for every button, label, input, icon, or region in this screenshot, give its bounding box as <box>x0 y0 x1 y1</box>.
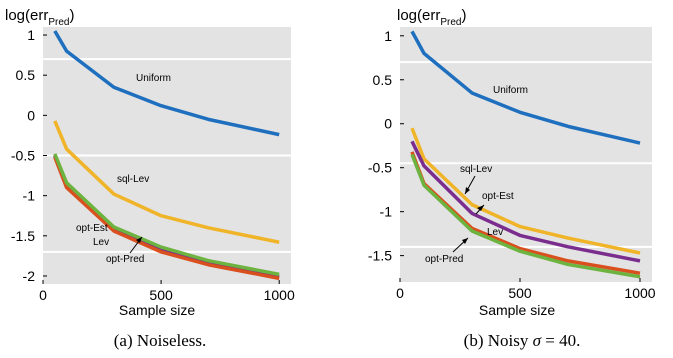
y-tick-label: -1 <box>23 188 36 204</box>
x-axis-label: Sample size <box>479 302 555 318</box>
x-ticks: 0 500 1000 <box>39 280 295 303</box>
y-tick-label: 0 <box>384 116 392 132</box>
x-axis-label: Sample size <box>119 302 195 318</box>
label-opt-est: opt-Est <box>76 223 108 234</box>
series-group <box>410 30 641 279</box>
panel-noiseless: 10.50-0.5-1-1.5-2 0 500 1000 log(errPred) … <box>5 7 295 350</box>
panel-noisy: 1 0.5 0 -0.5 -1 -1.5 0 500 1000 log(errPred) Sa… <box>368 7 656 350</box>
y-tick-label: 1 <box>27 27 35 43</box>
y-tick-label: -1.5 <box>368 248 392 264</box>
arrow-opt-pred <box>129 236 143 254</box>
series-line-sql-lev <box>53 120 280 244</box>
series-line-uniform <box>410 30 641 145</box>
y-ticks: 1 0.5 0 -0.5 -1 -1.5 <box>368 28 404 264</box>
caption-a: (a) Noiseless. <box>114 331 207 350</box>
series-line-lev <box>410 153 641 279</box>
y-tick-label: -2 <box>23 268 36 284</box>
x-ticks: 0 500 1000 <box>396 278 656 301</box>
x-tick-label: 500 <box>149 287 173 303</box>
arrow-sql-lev <box>464 175 476 195</box>
y-tick-label: 1 <box>384 28 392 44</box>
x-tick-label: 0 <box>396 285 404 301</box>
y-tick-label: -0.5 <box>11 148 35 164</box>
x-tick-label: 500 <box>508 285 532 301</box>
y-tick-label: 0.5 <box>16 67 36 83</box>
y-tick-label: 0.5 <box>373 72 393 88</box>
y-tick-label: 0 <box>27 107 35 123</box>
y-tick-label: -0.5 <box>368 160 392 176</box>
series-line-opt-est <box>410 140 641 263</box>
series-line-uniform <box>53 30 280 137</box>
label-lev: Lev <box>93 237 109 248</box>
label-sql-lev: sql-Lev <box>460 164 492 175</box>
x-tick-label: 1000 <box>624 285 655 301</box>
label-opt-est: opt-Est <box>482 191 514 202</box>
series-line-sql-lev <box>410 127 641 255</box>
y-axis-label: log(errPred) <box>5 7 74 28</box>
label-uniform: Uniform <box>493 85 528 96</box>
x-tick-label: 1000 <box>264 287 295 303</box>
y-axis-label: log(errPred) <box>397 7 466 28</box>
x-tick-label: 0 <box>39 287 47 303</box>
label-sql-lev: sql-Lev <box>117 174 149 185</box>
caption-b: (b) Noisy σ = 40. <box>464 331 581 350</box>
arrow-opt-pred <box>452 237 469 253</box>
label-uniform: Uniform <box>136 73 171 84</box>
label-opt-pred: opt-Pred <box>425 254 463 265</box>
arrow-opt-est <box>475 204 485 215</box>
y-tick-label: -1 <box>380 204 393 220</box>
label-opt-pred: opt-Pred <box>106 254 144 265</box>
series-line-lev <box>53 153 280 277</box>
y-tick-label: -1.5 <box>11 228 35 244</box>
label-lev: Lev <box>487 227 503 238</box>
y-ticks: 1 0.5 0 -0.5 -1 -1.5 -2 <box>11 27 47 284</box>
